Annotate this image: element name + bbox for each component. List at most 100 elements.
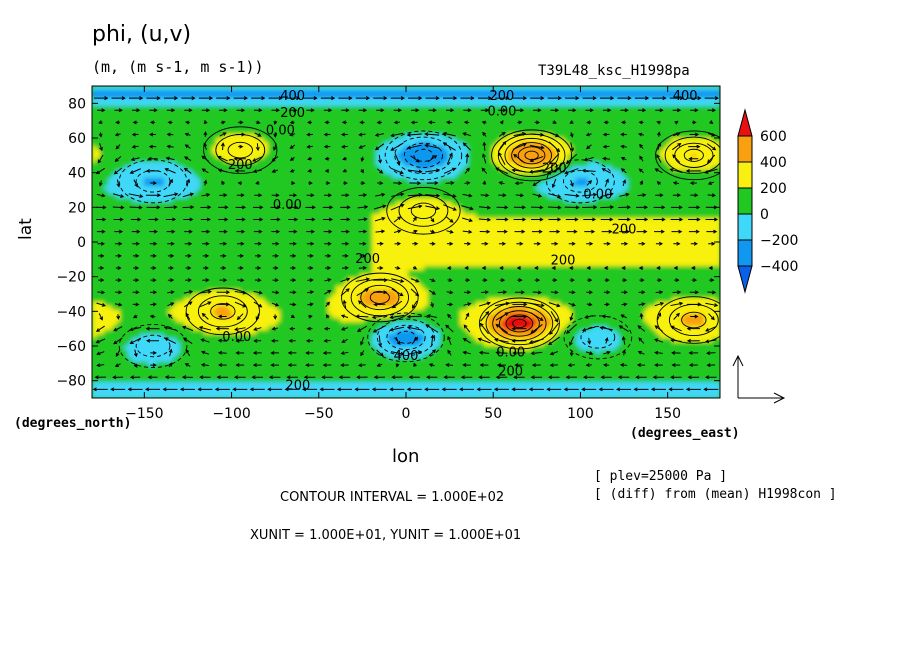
wind-arrow <box>323 217 334 222</box>
wind-arrow <box>220 266 227 270</box>
wind-arrow <box>690 314 699 319</box>
wind-arrow <box>411 336 419 345</box>
wind-arrow <box>622 278 628 283</box>
wind-arrow <box>325 314 330 319</box>
wind-arrow <box>129 375 141 380</box>
wind-arrow <box>549 229 561 234</box>
wind-arrow <box>129 168 141 174</box>
wind-arrow <box>167 278 175 283</box>
y-tick-label: 40 <box>68 166 86 182</box>
wind-arrow <box>465 312 470 320</box>
wind-arrow <box>552 120 557 124</box>
wind-arrow <box>320 96 336 101</box>
wind-arrow <box>427 155 438 163</box>
colorbar-segment <box>737 265 753 294</box>
wind-arrow <box>290 278 297 283</box>
wind-arrow <box>286 96 301 101</box>
wind-arrow <box>217 155 228 162</box>
wind-arrow <box>340 205 351 210</box>
wind-arrow <box>181 325 194 332</box>
wind-arrow <box>184 363 191 367</box>
wind-arrow <box>476 387 492 392</box>
wind-arrow <box>184 144 191 149</box>
wind-arrow <box>270 363 280 368</box>
wind-arrow <box>446 265 452 270</box>
wind-arrow <box>232 387 248 392</box>
wind-arrow <box>604 278 610 283</box>
wind-arrow <box>236 108 246 113</box>
wind-arrow <box>691 278 698 283</box>
wind-arrow <box>411 300 418 309</box>
wind-arrow <box>565 96 580 101</box>
wind-arrow <box>600 217 614 222</box>
contour-ring <box>386 324 426 350</box>
wind-arrow <box>443 167 457 174</box>
wind-arrow <box>200 205 212 210</box>
wind-arrow <box>214 387 230 392</box>
wind-arrow <box>168 178 173 187</box>
wind-arrow <box>167 313 173 319</box>
wind-arrow <box>478 350 490 355</box>
wind-arrow <box>288 217 299 222</box>
wind-arrow <box>273 143 277 151</box>
wind-arrow <box>550 311 559 323</box>
wind-arrow <box>111 96 126 101</box>
wind-arrow <box>182 337 193 344</box>
wind-arrow <box>249 387 265 392</box>
wind-arrow <box>306 326 313 331</box>
wind-arrow <box>113 217 124 222</box>
wind-arrow <box>183 301 193 308</box>
wind-arrow <box>581 168 596 173</box>
wind-arrow <box>393 108 402 113</box>
wind-arrow <box>98 180 103 187</box>
pressure-level-note: [ plev=25000 Pa ] <box>594 469 728 484</box>
wind-arrow <box>358 265 367 270</box>
wind-arrow <box>528 387 544 392</box>
wind-arrow <box>289 326 296 331</box>
wind-arrow <box>706 351 716 356</box>
wind-arrow <box>149 241 158 246</box>
wind-arrow <box>323 338 331 343</box>
wind-arrow <box>412 265 418 270</box>
contour-ring <box>367 312 445 363</box>
wind-arrow <box>355 277 370 282</box>
wind-arrow <box>94 96 109 101</box>
wind-arrow <box>621 120 627 125</box>
wind-arrow <box>442 131 456 137</box>
wind-arrow <box>359 253 367 258</box>
wind-arrow <box>601 168 611 174</box>
wind-arrow <box>146 96 161 101</box>
wind-arrow <box>464 290 472 295</box>
wind-arrow <box>581 326 596 332</box>
wind-arrow <box>377 181 384 186</box>
wind-arrow <box>270 217 281 222</box>
wind-arrow <box>464 167 470 174</box>
wind-arrow <box>600 205 615 210</box>
wind-arrow <box>372 324 387 333</box>
wind-arrow <box>393 216 402 223</box>
wind-arrow <box>462 193 473 198</box>
wind-arrow <box>391 300 403 309</box>
wind-arrow <box>390 96 405 101</box>
wind-arrow <box>498 181 505 185</box>
wind-arrow <box>656 154 662 163</box>
wind-arrow <box>184 229 193 234</box>
wind-arrow <box>307 302 314 307</box>
wind-arrow <box>532 290 542 295</box>
wind-arrow <box>289 132 296 137</box>
wind-arrow <box>568 241 576 246</box>
wind-arrow <box>132 314 138 319</box>
wind-arrow <box>532 180 541 187</box>
y-tick-label: 80 <box>68 96 86 112</box>
wind-arrow <box>689 181 697 186</box>
contour-ring <box>563 315 633 360</box>
wind-arrow <box>622 179 627 187</box>
wind-arrow <box>551 178 557 189</box>
wind-arrow <box>391 278 405 283</box>
wind-arrow <box>373 204 387 210</box>
wind-arrow <box>95 167 105 175</box>
wind-arrow <box>672 290 682 295</box>
wind-arrow <box>674 120 679 125</box>
wind-arrow <box>253 290 263 295</box>
